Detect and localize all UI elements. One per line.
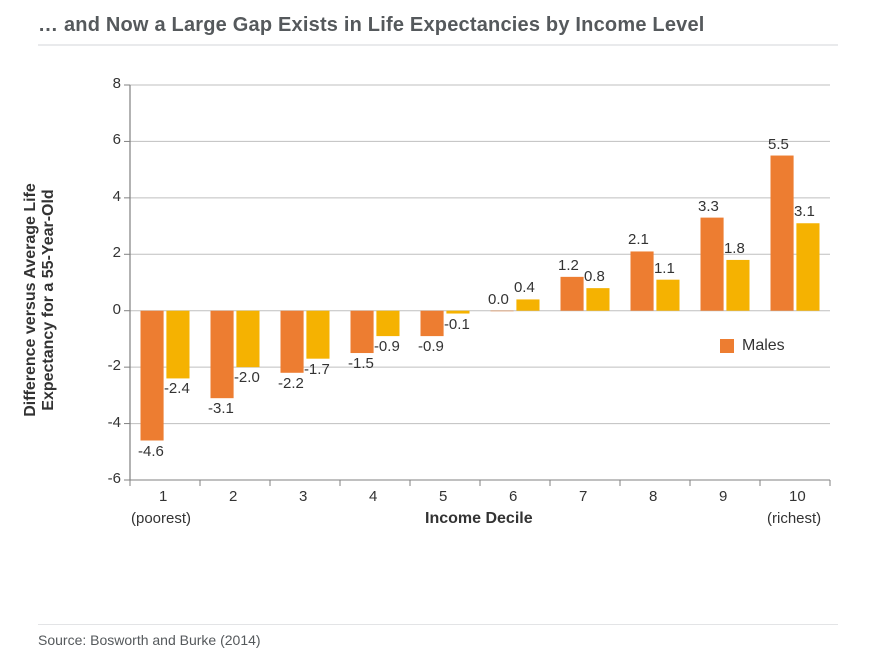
bar-male	[631, 251, 654, 310]
chart-title: … and Now a Large Gap Exists in Life Exp…	[38, 14, 705, 37]
legend: Males	[720, 337, 785, 355]
bar-female	[306, 311, 329, 359]
bar-value-label: -1.5	[348, 355, 374, 372]
bar-value-label: 3.3	[698, 198, 719, 215]
bar-value-label: 3.1	[794, 203, 815, 220]
x-tick-label: 8	[649, 488, 657, 505]
bar-value-label: 1.1	[654, 260, 675, 277]
bar-value-label: -0.9	[418, 338, 444, 355]
title-rule	[38, 44, 838, 46]
y-axis-label: Difference versus Average Life Expectanc…	[22, 130, 58, 470]
source-rule	[38, 624, 838, 625]
x-tick-label: 7	[579, 488, 587, 505]
y-tick-label: -6	[108, 470, 121, 487]
x-tick-label: 6	[509, 488, 517, 505]
y-tick-label: 2	[113, 244, 121, 261]
bar-female	[516, 299, 539, 310]
bar-female	[726, 260, 749, 311]
chart-plot	[130, 85, 830, 480]
bar-value-label: 0.0	[488, 291, 509, 308]
legend-label: Males	[742, 337, 785, 355]
bar-value-label: 0.4	[514, 279, 535, 296]
bar-male	[561, 277, 584, 311]
bar-value-label: 1.8	[724, 240, 745, 257]
bar-value-label: -2.0	[234, 369, 260, 386]
bar-male	[141, 311, 164, 441]
x-tick-label: 4	[369, 488, 377, 505]
x-tick-label: 10	[789, 488, 806, 505]
bar-male	[701, 218, 724, 311]
bar-male	[281, 311, 304, 373]
bar-value-label: 1.2	[558, 257, 579, 274]
bar-male	[491, 311, 514, 312]
bar-female	[796, 223, 819, 310]
y-tick-label: 0	[113, 301, 121, 318]
bar-female	[586, 288, 609, 311]
x-tick-label: 3	[299, 488, 307, 505]
bar-value-label: 2.1	[628, 231, 649, 248]
x-tick-label: 1	[159, 488, 167, 505]
bar-value-label: -3.1	[208, 400, 234, 417]
bar-value-label: -0.9	[374, 338, 400, 355]
bar-value-label: -2.2	[278, 375, 304, 392]
bar-female	[376, 311, 399, 336]
x-tick-label: 9	[719, 488, 727, 505]
bar-female	[236, 311, 259, 367]
bar-male	[211, 311, 234, 398]
bar-male	[421, 311, 444, 336]
bar-female	[446, 311, 469, 314]
bar-value-label: -0.1	[444, 316, 470, 333]
x-axis-label: Income Decile	[425, 510, 533, 528]
source-text: Source: Bosworth and Burke (2014)	[38, 632, 261, 648]
category-sub-last: (richest)	[767, 510, 821, 527]
y-tick-label: -2	[108, 357, 121, 374]
category-sub-first: (poorest)	[131, 510, 191, 527]
bar-value-label: -2.4	[164, 380, 190, 397]
y-tick-label: -4	[108, 414, 121, 431]
bar-female	[166, 311, 189, 379]
y-tick-label: 6	[113, 131, 121, 148]
x-tick-label: 5	[439, 488, 447, 505]
y-tick-label: 8	[113, 75, 121, 92]
y-tick-label: 4	[113, 188, 121, 205]
x-tick-label: 2	[229, 488, 237, 505]
bar-value-label: -1.7	[304, 361, 330, 378]
bar-male	[351, 311, 374, 353]
bar-male	[771, 156, 794, 311]
bar-value-label: -4.6	[138, 443, 164, 460]
bar-value-label: 5.5	[768, 136, 789, 153]
legend-swatch	[720, 339, 734, 353]
bar-value-label: 0.8	[584, 268, 605, 285]
bar-female	[656, 280, 679, 311]
